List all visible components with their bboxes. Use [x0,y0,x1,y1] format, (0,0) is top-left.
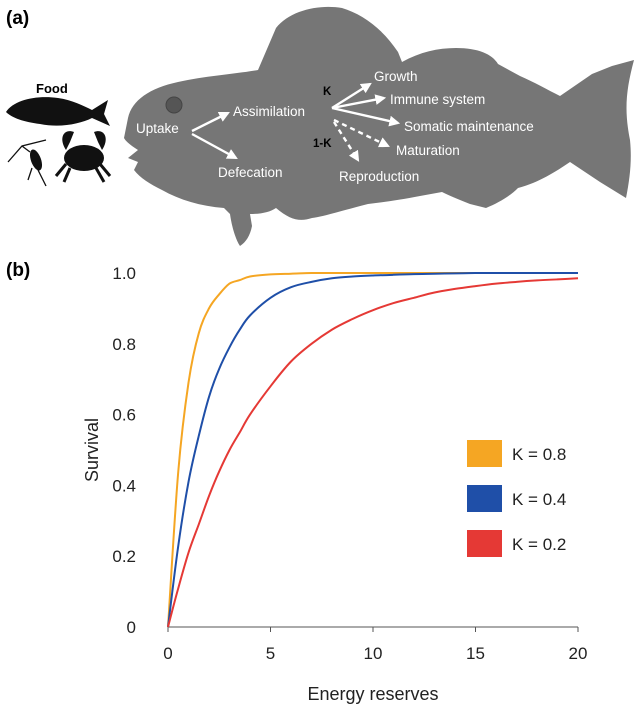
arrow-k-immune [331,94,387,110]
y-tick-label: 1.0 [112,264,136,283]
y-tick-label: 0.2 [112,547,136,566]
legend-swatch [467,440,502,467]
label-uptake: Uptake [136,121,179,136]
label-growth: Growth [374,69,418,84]
label-defecation: Defecation [218,165,283,180]
legend-label: K = 0.8 [512,445,566,464]
label-maturation: Maturation [396,143,460,158]
y-tick-label: 0.8 [112,335,136,354]
panel-a: (a) Uptake Assimilation Defecation Growt… [6,6,634,247]
x-tick-label: 0 [163,644,172,663]
y-tick-label: 0.6 [112,406,136,425]
x-tick-label: 20 [569,644,588,663]
panel-a-label: (a) [6,8,29,29]
label-assimilation: Assimilation [233,104,305,119]
legend-label: K = 0.4 [512,490,566,509]
panel-b: (b) 0 5 10 15 20 0 0.2 0.4 0.6 0.8 1.0 K = 0.8 K =… [6,260,587,704]
label-immune-system: Immune system [390,92,485,107]
label-k: K [323,86,332,98]
series-line-3 [167,277,579,628]
y-tick-label: 0 [127,618,136,637]
copepod-icon [7,139,47,187]
arrow-1k-reproduction [332,121,360,162]
panel-b-label: (b) [6,260,30,281]
fish-eye [165,96,183,114]
label-food: Food [36,81,68,96]
y-axis-title: Survival [82,418,102,482]
survival-chart: 0 5 10 15 20 0 0.2 0.4 0.6 0.8 1.0 K = 0.8 K = 0.4… [82,264,587,704]
label-1-k: 1-K [313,138,332,150]
legend-label: K = 0.2 [512,535,566,554]
legend-swatch [467,485,502,512]
x-axis-title: Energy reserves [307,684,438,704]
legend-swatch [467,530,502,557]
arrow-uptake-defecation [191,132,238,160]
crab-icon [54,131,112,183]
x-tick-label: 5 [266,644,275,663]
y-tick-label: 0.4 [112,476,136,495]
arrow-1k-maturation [333,118,390,148]
energy-flow-arrows [191,82,401,162]
series-line-2 [167,271,578,628]
arrow-k-somatic [331,106,401,127]
label-reproduction: Reproduction [339,169,419,184]
x-tick-label: 10 [364,644,383,663]
arrow-uptake-assimilation [191,111,230,133]
arrow-k-growth [331,82,372,110]
fish-food-icon [6,97,110,126]
x-tick-label: 15 [466,644,485,663]
label-somatic-maintenance: Somatic maintenance [404,119,534,134]
cod-fish-icon [124,6,634,247]
